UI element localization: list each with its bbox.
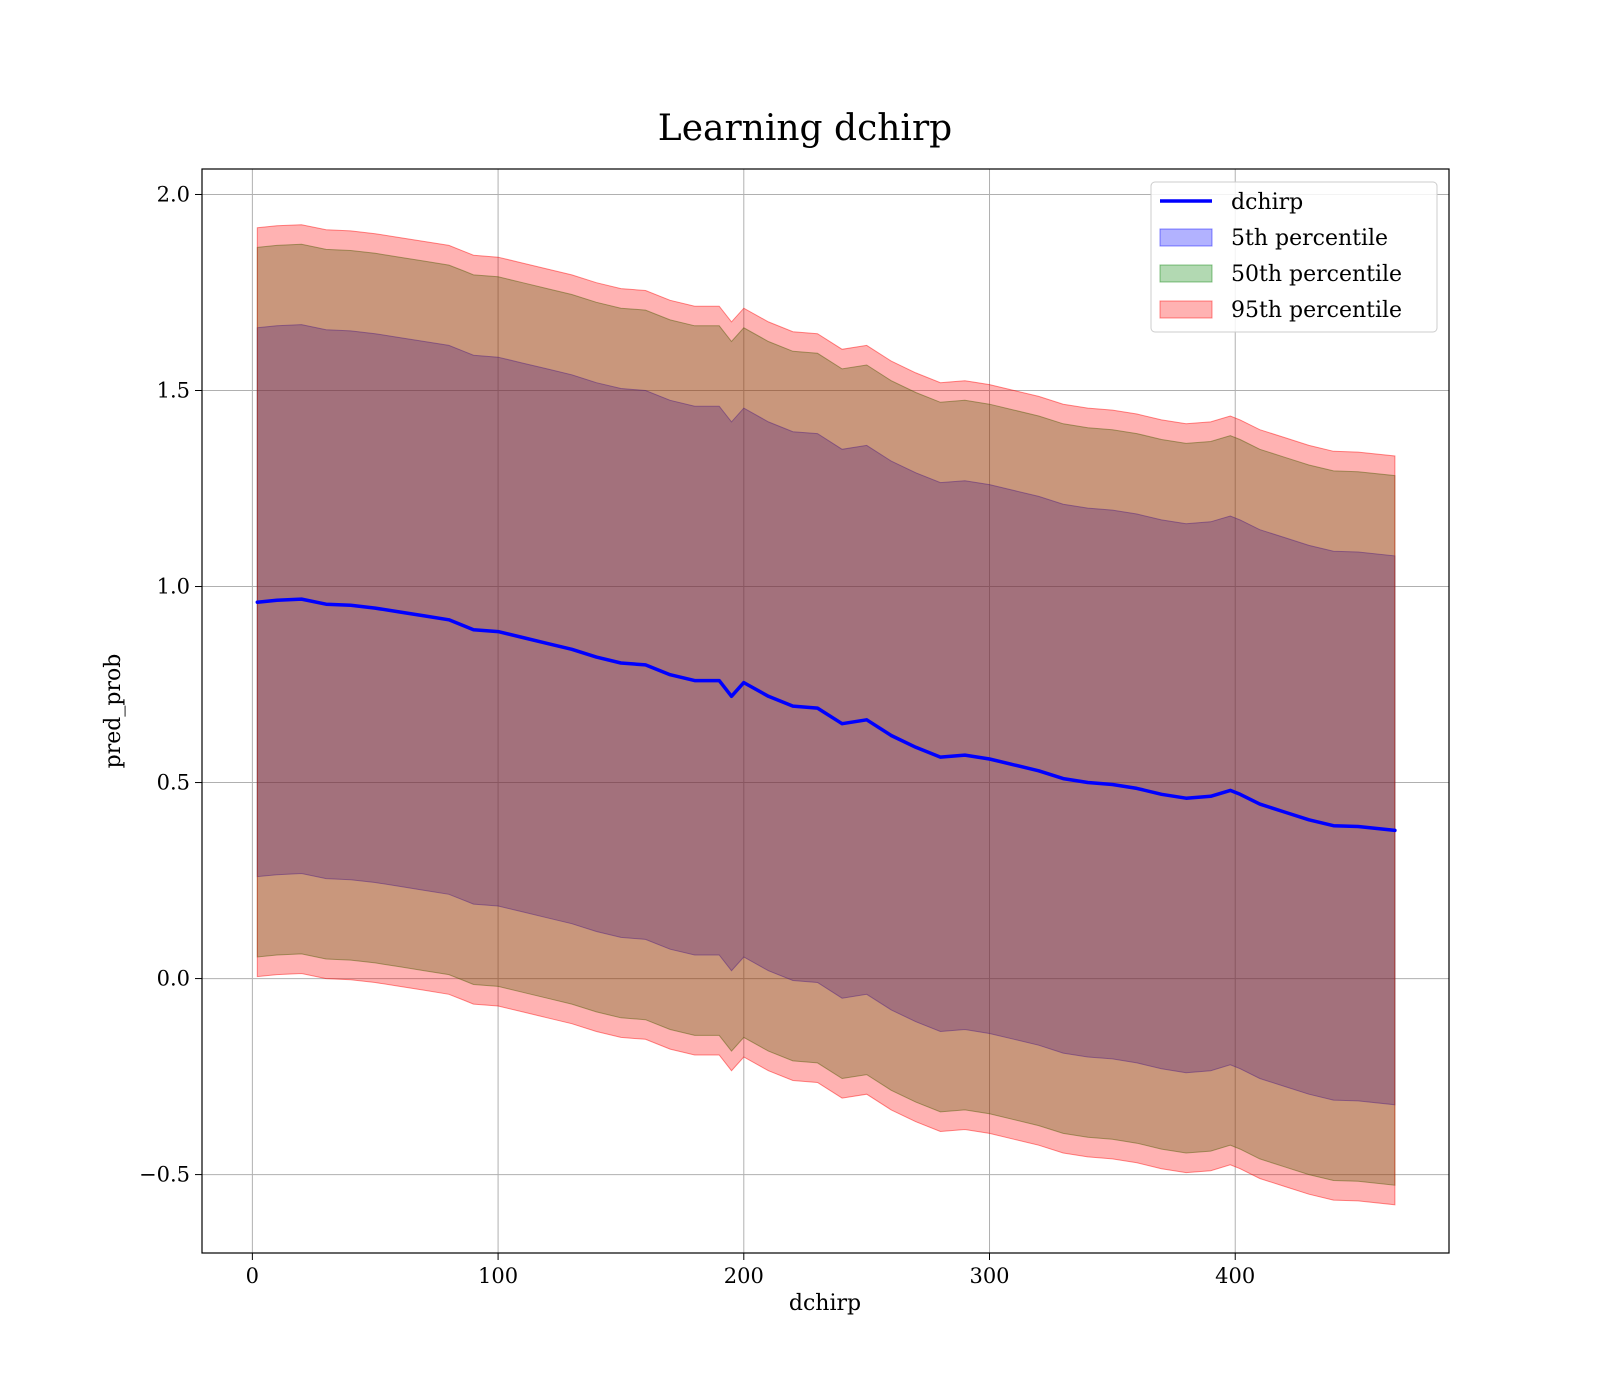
x-axis-ticks: 0 100 200 300 400	[246, 1253, 1255, 1288]
y-tick-label: 2.0	[157, 182, 190, 206]
legend-box	[1150, 181, 1438, 333]
series-lines	[255, 597, 1397, 833]
legend-label-50th-percentile: 50th percentile	[1231, 262, 1402, 287]
grid-lines	[202, 169, 1449, 1253]
series-line-dchirp	[255, 597, 1397, 833]
legend-swatch-95th-percentile	[1159, 300, 1213, 319]
y-tick-label: 0.0	[157, 967, 190, 991]
legend-label-dchirp: dchirp	[1231, 190, 1303, 215]
y-tick-label: 1.0	[157, 575, 190, 599]
legend-swatch-50th-percentile	[1159, 264, 1213, 283]
chart-title: Learning dchirp	[658, 108, 952, 149]
y-tick-label: 0.5	[157, 771, 190, 795]
x-axis-label: dchirp	[789, 1291, 861, 1316]
x-tick-label: 300	[969, 1264, 1009, 1288]
x-tick-label: 100	[478, 1264, 518, 1288]
y-axis-label: pred_prob	[101, 654, 126, 769]
legend-label-95th-percentile: 95th percentile	[1231, 298, 1402, 323]
plot-frame	[201, 168, 1450, 1254]
y-tick-label: 1.5	[157, 379, 190, 403]
legend: dchirp 5th percentile 50th percentile 95…	[1150, 181, 1438, 333]
legend-swatch-5th-percentile	[1159, 228, 1213, 247]
y-axis-ticks: −0.5 0.0 0.5 1.0 1.5 2.0	[139, 182, 202, 1187]
x-tick-label: 0	[246, 1264, 259, 1288]
x-tick-label: 200	[724, 1264, 764, 1288]
x-tick-label: 400	[1215, 1264, 1255, 1288]
legend-label-5th-percentile: 5th percentile	[1231, 226, 1388, 251]
y-tick-label: −0.5	[139, 1163, 190, 1187]
